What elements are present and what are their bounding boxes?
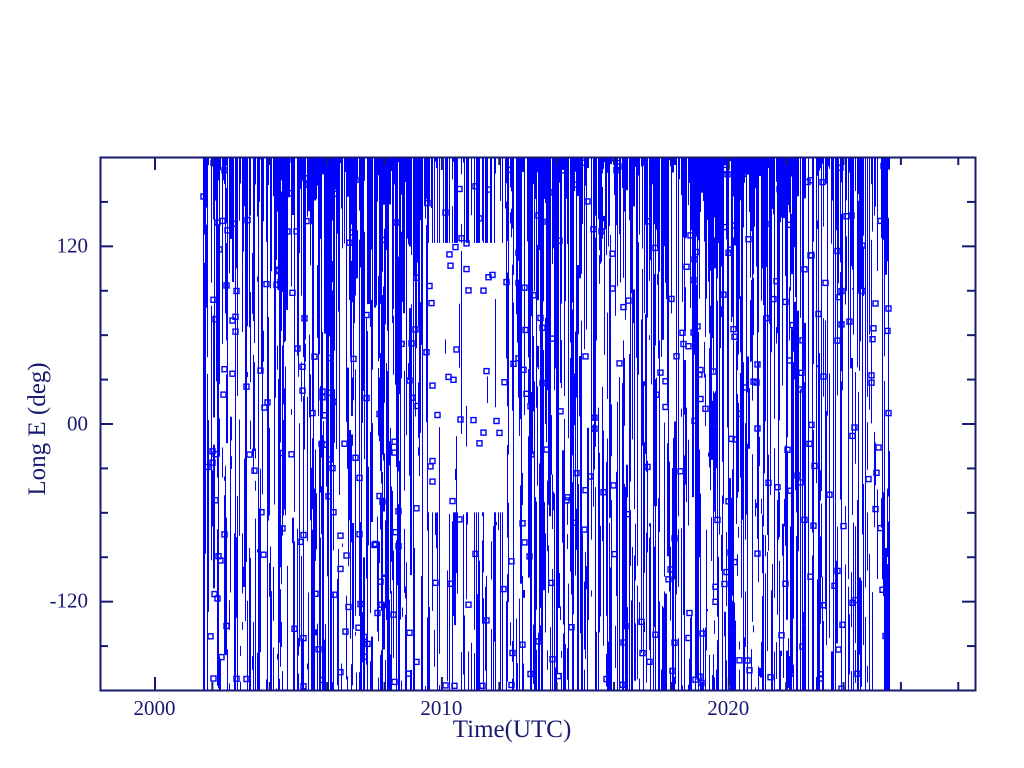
x-tick-label: 2010 — [420, 696, 463, 720]
x-axis-title: Time(UTC) — [452, 716, 572, 743]
y-tick-label: -120 — [49, 588, 89, 613]
y-tick-label: 00 — [67, 411, 88, 435]
y-tick-label: 120 — [56, 233, 89, 258]
x-tick-label: 2020 — [707, 696, 750, 720]
axis-ticks — [100, 156, 975, 692]
x-tick-label: 2000 — [133, 696, 176, 720]
data-series-long-e — [200, 154, 892, 692]
